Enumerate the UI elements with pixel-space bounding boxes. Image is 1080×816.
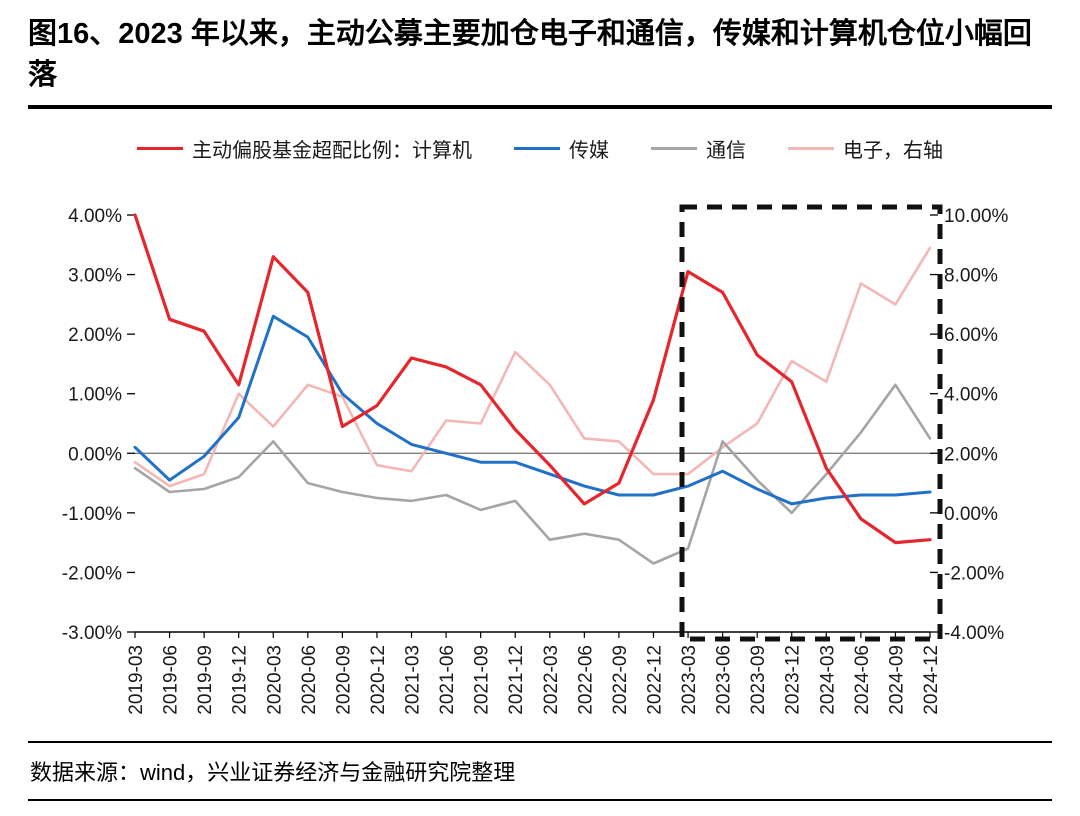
legend-label-electronics: 电子，右轴 — [843, 139, 943, 162]
x-axis-label: 2019-12 — [230, 645, 251, 715]
figure-title: 图16、2023 年以来，主动公募主要加仓电子和通信，传媒和计算机仓位小幅回落 — [28, 0, 1052, 110]
right-axis-label: 2.00% — [944, 444, 998, 465]
x-axis-label: 2022-09 — [610, 645, 631, 715]
left-axis-label: -2.00% — [62, 564, 122, 585]
x-axis-label: 2020-06 — [299, 645, 320, 715]
right-axis-label: 0.00% — [944, 504, 998, 525]
legend-item-media: 传媒 — [514, 134, 609, 163]
x-axis-label: 2023-03 — [679, 645, 700, 715]
x-axis-label: 2020-03 — [264, 645, 285, 715]
left-axis-label: 2.00% — [68, 325, 122, 346]
legend-item-electronics: 电子，右轴 — [788, 134, 943, 163]
legend-line-sample-electronics — [788, 146, 834, 150]
x-axis-label: 2020-09 — [333, 645, 354, 715]
series-line-electronics — [133, 246, 932, 488]
x-axis-label: 2022-06 — [575, 645, 596, 715]
series-line-media — [133, 314, 932, 506]
line-chart-canvas: 4.00% 3.00% 2.00% 1.00% 0.00% -1.00% -2.00% -3.… — [62, 204, 1009, 715]
legend-line-sample-media — [514, 146, 560, 150]
legend-label-telecom: 通信 — [706, 139, 746, 162]
left-axis-label: 4.00% — [68, 206, 122, 227]
x-axis-label: 2021-12 — [506, 645, 527, 715]
x-axis-label: 2019-09 — [195, 645, 216, 715]
x-axis-label: 2023-12 — [783, 645, 804, 715]
right-axis-label: -2.00% — [944, 564, 1004, 585]
x-axis-label: 2024-12 — [921, 645, 942, 715]
right-axis-label: -4.00% — [944, 623, 1004, 644]
chart-legend: 主动偏股基金超配比例：计算机 传媒 通信 电子，右轴 — [0, 133, 1080, 163]
legend-item-computer: 主动偏股基金超配比例：计算机 — [137, 134, 472, 163]
left-axis-label: 1.00% — [68, 385, 122, 406]
legend-line-sample-computer — [137, 146, 183, 150]
x-axis-label: 2021-03 — [403, 645, 424, 715]
legend-item-telecom: 通信 — [651, 134, 746, 163]
x-axis-label: 2024-03 — [817, 645, 838, 715]
right-axis-label: 10.00% — [944, 206, 1009, 227]
chart-area: 主动偏股基金超配比例：计算机 传媒 通信 电子，右轴 4.00% 3.00% 2.0… — [0, 133, 1080, 729]
x-axis-label: 2022-12 — [644, 645, 665, 715]
x-axis-label: 2024-06 — [852, 645, 873, 715]
right-axis-label: 6.00% — [944, 325, 998, 346]
x-axis-label: 2022-03 — [541, 645, 562, 715]
source-note-bar: 数据来源：wind，兴业证券经济与金融研究院整理 — [28, 741, 1052, 802]
legend-label-computer: 主动偏股基金超配比例：计算机 — [192, 139, 472, 162]
left-axis-label: 3.00% — [68, 266, 122, 287]
series-line-computer — [133, 213, 932, 545]
x-axis-label: 2019-06 — [161, 645, 182, 715]
source-text: 数据来源：wind，兴业证券经济与金融研究院整理 — [30, 760, 516, 786]
left-axis-label: 0.00% — [68, 444, 122, 465]
x-axis-label: 2021-09 — [472, 645, 493, 715]
left-axis-label: -1.00% — [62, 504, 122, 525]
left-axis-label: -3.00% — [62, 623, 122, 644]
highlight-box — [679, 204, 943, 642]
x-axis-label: 2023-09 — [748, 645, 769, 715]
legend-line-sample-telecom — [651, 146, 697, 150]
right-axis-label: 4.00% — [944, 385, 998, 406]
legend-label-media: 传媒 — [569, 139, 609, 162]
x-axis-label: 2020-12 — [368, 645, 389, 715]
x-axis-label: 2021-06 — [437, 645, 458, 715]
right-axis-label: 8.00% — [944, 266, 998, 287]
series-line-telecom — [133, 383, 932, 565]
x-axis-label: 2024-09 — [886, 645, 907, 715]
x-axis-label: 2019-03 — [126, 645, 147, 715]
x-axis-label: 2023-06 — [714, 645, 735, 715]
